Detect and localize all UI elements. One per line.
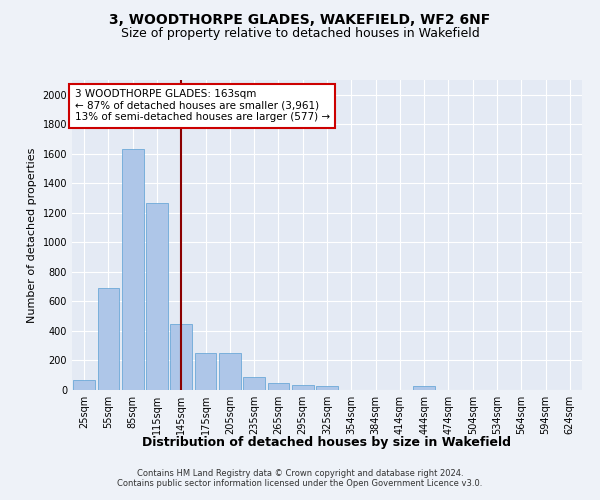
Text: 3, WOODTHORPE GLADES, WAKEFIELD, WF2 6NF: 3, WOODTHORPE GLADES, WAKEFIELD, WF2 6NF xyxy=(109,12,491,26)
Bar xyxy=(170,324,192,390)
Text: Contains HM Land Registry data © Crown copyright and database right 2024.: Contains HM Land Registry data © Crown c… xyxy=(137,468,463,477)
Bar xyxy=(194,353,217,390)
Text: 3 WOODTHORPE GLADES: 163sqm
← 87% of detached houses are smaller (3,961)
13% of : 3 WOODTHORPE GLADES: 163sqm ← 87% of det… xyxy=(74,90,329,122)
Bar xyxy=(122,150,143,390)
Y-axis label: Number of detached properties: Number of detached properties xyxy=(27,148,37,322)
Bar xyxy=(146,202,168,390)
Bar xyxy=(73,380,95,390)
Text: Contains public sector information licensed under the Open Government Licence v3: Contains public sector information licen… xyxy=(118,478,482,488)
Text: Size of property relative to detached houses in Wakefield: Size of property relative to detached ho… xyxy=(121,28,479,40)
Bar xyxy=(316,386,338,390)
Bar xyxy=(97,288,119,390)
Bar xyxy=(219,353,241,390)
Bar xyxy=(268,382,289,390)
Bar xyxy=(243,378,265,390)
Text: Distribution of detached houses by size in Wakefield: Distribution of detached houses by size … xyxy=(143,436,511,449)
Bar xyxy=(413,386,435,390)
Bar xyxy=(292,385,314,390)
